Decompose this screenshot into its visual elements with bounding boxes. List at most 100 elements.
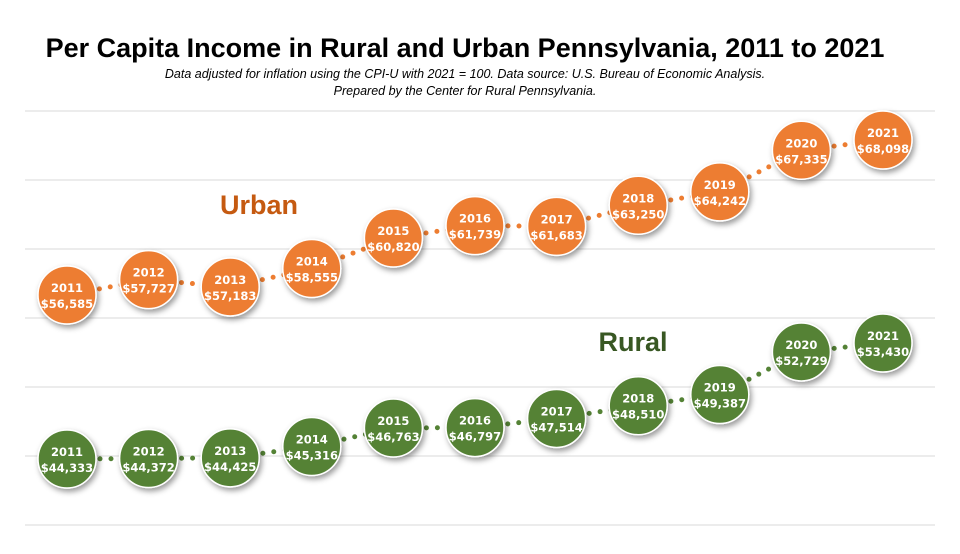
rural-value-label: $53,430 [857, 345, 909, 359]
rural-value-label: $52,729 [775, 354, 827, 368]
rural-point-2017: 2017 $47,514 [526, 388, 587, 449]
urban-point-2019: 2019 $64,242 [690, 162, 750, 222]
urban-point-2012: 2012 $57,727 [118, 249, 179, 310]
rural-value-label: $49,387 [694, 397, 746, 411]
urban-connector [554, 202, 641, 229]
rural-marker [526, 388, 587, 449]
urban-marker [445, 195, 505, 256]
rural-marker [608, 375, 668, 436]
chart-subtitle-line2: Prepared by the Center for Rural Pennsyl… [334, 84, 597, 98]
rural-value-label: $47,514 [530, 420, 582, 434]
rural-point-2021: 2021 $53,430 [853, 313, 913, 373]
urban-connector [309, 235, 396, 271]
urban-point-2018: 2018 $63,250 [608, 175, 668, 236]
urban-marker [200, 257, 260, 317]
rural-marker [853, 313, 913, 373]
rural-value-label: $44,333 [41, 461, 93, 475]
rural-year-label: 2016 [459, 414, 491, 428]
urban-point-2013: 2013 $57,183 [200, 257, 260, 317]
urban-value-label: $58,555 [286, 270, 338, 284]
rural-marker [771, 322, 832, 382]
rural-point-2012: 2012 $44,372 [118, 428, 179, 489]
urban-value-label: $63,250 [612, 207, 664, 221]
urban-point-2016: 2016 $61,739 [445, 195, 505, 256]
urban-year-label: 2019 [704, 178, 736, 192]
rural-point-2020: 2020 $52,729 [771, 322, 832, 382]
urban-value-label: $56,585 [41, 297, 93, 311]
rural-value-label: $45,316 [286, 448, 338, 462]
urban-value-label: $68,098 [857, 142, 909, 156]
urban-year-label: 2013 [214, 273, 246, 287]
rural-year-label: 2020 [785, 338, 817, 352]
rural-marker [37, 429, 97, 489]
urban-marker [526, 196, 587, 257]
rural-value-label: $44,425 [204, 460, 256, 474]
rural-year-label: 2011 [51, 445, 83, 459]
urban-connector [227, 265, 315, 290]
rural-value-label: $44,372 [122, 461, 174, 475]
rural-marker [118, 428, 179, 489]
chart-title: Per Capita Income in Rural and Urban Pen… [46, 33, 885, 63]
urban-marker [690, 162, 750, 222]
urban-year-label: 2018 [622, 191, 654, 205]
rural-marker [363, 398, 424, 458]
urban-year-label: 2017 [541, 212, 573, 226]
urban-value-label: $61,739 [449, 228, 501, 242]
urban-marker [363, 208, 424, 268]
urban-year-label: 2021 [867, 126, 899, 140]
urban-year-label: 2016 [459, 212, 491, 226]
urban-value-label: $64,242 [694, 194, 746, 208]
rural-year-label: 2012 [133, 445, 165, 459]
rural-year-label: 2018 [622, 392, 654, 406]
rural-value-label: $48,510 [612, 408, 664, 422]
urban-marker [282, 238, 342, 299]
urban-year-label: 2015 [377, 224, 409, 238]
chart-subtitle-line1: Data adjusted for inflation using the CP… [165, 67, 765, 81]
urban-point-2014: 2014 $58,555 [282, 238, 342, 299]
urban-year-label: 2012 [133, 266, 165, 280]
rural-point-2011: 2011 $44,333 [37, 429, 97, 489]
rural-value-label: $46,763 [367, 430, 419, 444]
urban-marker [608, 175, 668, 236]
rural-marker [200, 428, 260, 488]
urban-marker [771, 120, 832, 181]
urban-marker [118, 249, 179, 310]
series-label-urban: Urban [220, 190, 298, 220]
urban-value-label: $67,335 [775, 152, 827, 166]
rural-point-2014: 2014 $45,316 [282, 416, 342, 477]
urban-point-2015: 2015 $60,820 [363, 208, 424, 268]
rural-year-label: 2013 [214, 444, 246, 458]
urban-connector [64, 277, 152, 298]
rural-marker [282, 416, 342, 477]
urban-point-2020: 2020 $67,335 [771, 120, 832, 181]
rural-point-2018: 2018 $48,510 [608, 375, 668, 436]
rural-marker [690, 364, 750, 425]
urban-marker [853, 110, 913, 170]
urban-year-label: 2011 [51, 281, 83, 295]
rural-point-2016: 2016 $46,797 [445, 397, 505, 458]
urban-point-2011: 2011 $56,585 [37, 265, 97, 325]
rural-point-2019: 2019 $49,387 [690, 364, 750, 425]
rural-year-label: 2021 [867, 329, 899, 343]
urban-year-label: 2014 [296, 254, 328, 268]
series-markers: 2011 $56,585 2012 $57,727 2013 $57,183 2014 $58… [37, 110, 913, 489]
rural-point-2015: 2015 $46,763 [363, 398, 424, 458]
rural-connector [309, 425, 396, 449]
series-label-rural: Rural [598, 327, 667, 357]
rural-value-label: $46,797 [449, 430, 501, 444]
urban-value-label: $61,683 [530, 228, 582, 242]
urban-value-label: $57,183 [204, 289, 256, 303]
urban-value-label: $57,727 [122, 282, 174, 296]
urban-marker [37, 265, 97, 325]
rural-year-label: 2019 [704, 381, 736, 395]
rural-year-label: 2017 [541, 404, 573, 418]
urban-point-2017: 2017 $61,683 [526, 196, 587, 257]
rural-point-2013: 2013 $44,425 [200, 428, 260, 488]
urban-point-2021: 2021 $68,098 [853, 110, 913, 170]
rural-year-label: 2014 [296, 432, 328, 446]
rural-marker [445, 397, 505, 458]
rural-year-label: 2015 [377, 414, 409, 428]
urban-value-label: $60,820 [367, 240, 419, 254]
urban-year-label: 2020 [785, 136, 817, 150]
